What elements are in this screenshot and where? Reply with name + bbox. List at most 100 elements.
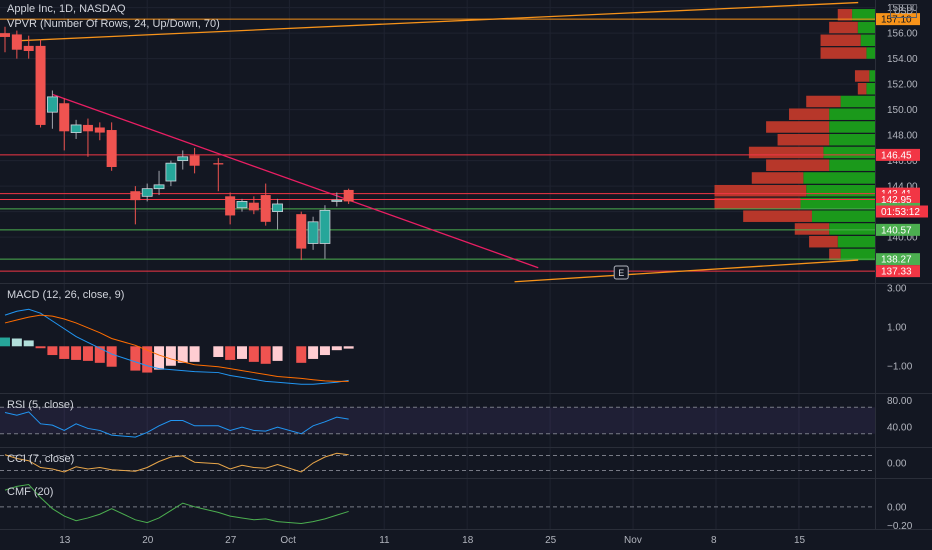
currency-badge[interactable]: USD — [890, 4, 918, 18]
x-tick-11: 11 — [379, 535, 390, 546]
macd-hist-bar-16 — [213, 346, 224, 357]
cci-tick-0.00: 0.00 — [887, 459, 907, 470]
rsi-tick-40.00: 40.00 — [887, 423, 912, 434]
macd-hist-bar-3 — [35, 346, 46, 349]
candle-body-5 — [59, 103, 70, 132]
earnings-marker — [613, 265, 629, 280]
candle-body-6 — [70, 124, 82, 133]
candle-body-14 — [177, 156, 189, 162]
volume-profile-down-5 — [857, 82, 867, 95]
volume-profile-down-16 — [794, 223, 830, 235]
volume-profile-up-9 — [829, 133, 875, 146]
price-tick-158.00: 158.00 — [887, 3, 918, 14]
macd-hist-bar-8 — [94, 346, 105, 363]
candle-body-9 — [106, 130, 117, 167]
volume-profile-down-1 — [829, 21, 858, 34]
candle-body-1 — [11, 34, 22, 50]
level-badge-157.10 — [876, 13, 920, 26]
volume-profile-up-10 — [823, 146, 875, 159]
x-tick-13: 13 — [59, 535, 71, 546]
cmf-tick-1: −0.20 — [887, 521, 913, 532]
candle-body-10 — [130, 191, 141, 201]
volume-profile-up-16 — [829, 223, 875, 235]
price-tick-154.00: 154.00 — [887, 54, 918, 65]
macd-hist-bar-13 — [165, 346, 176, 366]
volume-profile-up-7 — [829, 108, 875, 120]
candle-body-22 — [296, 214, 307, 249]
cmf-line — [4, 484, 349, 525]
vpvr-legend[interactable]: VPVR (Number Of Rows, 24, Up/Down, 70) — [7, 18, 220, 30]
candle-body-24 — [319, 209, 331, 244]
price-tick-150.00: 150.00 — [887, 105, 918, 116]
level-badge-text-157.10: 157.10 — [881, 15, 912, 26]
volume-profile-up-18 — [840, 248, 875, 261]
macd-hist-bar-4 — [47, 346, 58, 356]
x-tick-27: 27 — [225, 535, 237, 546]
volume-profile-down-15 — [743, 210, 812, 222]
rsi-title: RSI (5, close) — [7, 399, 74, 411]
macd-hist-bar-20 — [260, 346, 271, 364]
macd-tick-0: 3.00 — [887, 283, 907, 294]
trendline-magenta-down — [52, 93, 539, 269]
cmf-title: CMF (20) — [7, 486, 53, 498]
volume-profile-down-9 — [777, 133, 830, 146]
candle-body-18 — [236, 201, 248, 209]
volume-profile-up-3 — [866, 47, 875, 59]
price-tick-152.00: 152.00 — [887, 80, 918, 91]
macd-hist-bar-1 — [11, 338, 22, 347]
candle-body-20 — [260, 195, 271, 222]
x-tick-25: 25 — [545, 535, 557, 546]
macd-hist-bar-25 — [331, 346, 342, 351]
macd-hist-bar-18 — [237, 346, 247, 359]
macd-hist-bar-11 — [142, 346, 153, 373]
volume-profile-up-14 — [800, 197, 875, 210]
cmf-tick-0: 0.00 — [887, 502, 907, 513]
x-tick-8: 8 — [711, 535, 717, 546]
macd-tick-2: −1.00 — [887, 361, 913, 372]
volume-profile-up-5 — [866, 82, 875, 95]
candle-body-3 — [35, 45, 46, 125]
candle-body-11 — [141, 188, 153, 197]
volume-profile-down-10 — [748, 146, 824, 159]
macd-line — [4, 308, 349, 385]
macd-hist-bar-17 — [225, 346, 236, 360]
volume-profile-down-11 — [766, 159, 830, 171]
macd-hist-bar-12 — [154, 346, 165, 370]
candle-body-25 — [331, 199, 343, 202]
macd-hist-bar-5 — [59, 346, 70, 359]
macd-hist-bar-26 — [343, 346, 354, 349]
volume-profile-up-2 — [860, 34, 875, 47]
macd-hist-bar-6 — [71, 346, 82, 360]
level-badge-138.27 — [876, 253, 920, 266]
level-badge-140.57 — [876, 223, 920, 236]
volume-profile-up-4 — [869, 70, 875, 82]
macd-hist-bar-9 — [106, 346, 117, 367]
candle-body-26 — [343, 189, 354, 202]
volume-profile-up-12 — [803, 172, 875, 184]
macd-hist-bar-19 — [248, 346, 259, 362]
x-tick-Oct: Oct — [280, 535, 296, 546]
candle-body-15 — [189, 155, 200, 166]
rsi-tick-80.00: 80.00 — [887, 396, 912, 407]
cci-title: CCI (7, close) — [7, 453, 74, 465]
countdown-text: 01:53:12 — [881, 207, 920, 218]
symbol-title[interactable]: Apple Inc, 1D, NASDAQ — [7, 3, 126, 15]
price-tick-140.00: 140.00 — [887, 233, 918, 244]
macd-hist-bar-10 — [130, 346, 141, 371]
level-badge-text-137.33: 137.33 — [881, 267, 912, 278]
price-tick-156.00: 156.00 — [887, 29, 918, 40]
candle-body-12 — [153, 184, 165, 190]
volume-profile-down-14 — [714, 197, 801, 210]
trendline-orange-upper — [16, 1, 859, 42]
level-badge-text-140.57: 140.57 — [881, 225, 912, 236]
volume-profile-down-4 — [854, 70, 870, 82]
volume-profile-up-17 — [837, 235, 875, 248]
x-tick-Nov: Nov — [624, 535, 642, 546]
volume-profile-down-12 — [751, 172, 804, 184]
volume-profile-down-18 — [829, 248, 841, 261]
volume-profile-down-8 — [766, 121, 830, 133]
macd-hist-bar-0 — [0, 337, 10, 347]
